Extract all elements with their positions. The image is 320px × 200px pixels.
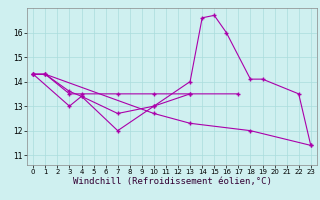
X-axis label: Windchill (Refroidissement éolien,°C): Windchill (Refroidissement éolien,°C) [73,177,271,186]
